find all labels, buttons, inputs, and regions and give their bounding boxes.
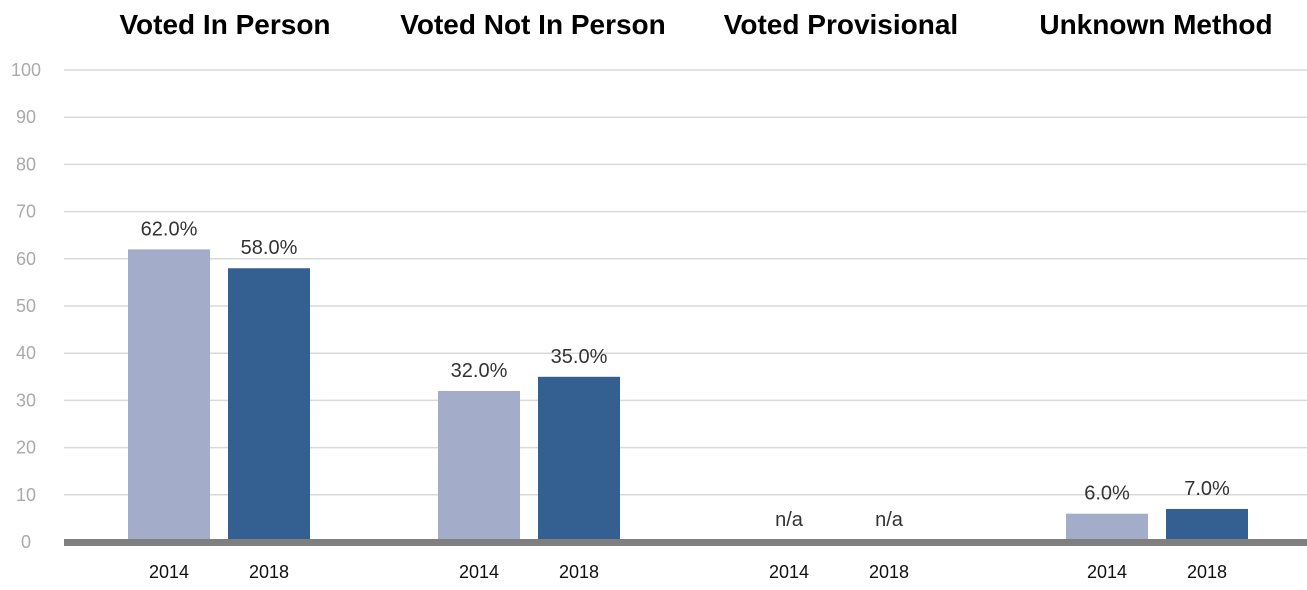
x-label-2-2018: 2018: [869, 562, 909, 582]
group-title-1: Voted Not In Person: [400, 9, 666, 40]
y-tick-label-60: 60: [16, 249, 36, 269]
y-tick-label-80: 80: [16, 154, 36, 174]
x-label-0-2014: 2014: [149, 562, 189, 582]
y-tick-label-0: 0: [21, 532, 31, 552]
x-label-3-2014: 2014: [1087, 562, 1127, 582]
data-label-2-2018: n/a: [875, 509, 904, 531]
baseline: [64, 539, 1307, 546]
group-title-2: Voted Provisional: [724, 9, 958, 40]
data-label-3-2014: 6.0%: [1084, 483, 1130, 505]
data-label-0-2018: 58.0%: [241, 237, 298, 259]
bar-0-2014: [128, 249, 210, 543]
x-label-1-2014: 2014: [459, 562, 499, 582]
bars: [128, 249, 1248, 543]
y-tick-label-10: 10: [16, 485, 36, 505]
labels: 0 10 20 30 40 50 60 70 80 90 100 Voted In Person 62.…: [11, 9, 1273, 582]
data-label-1-2018: 35.0%: [551, 346, 608, 368]
data-label-3-2018: 7.0%: [1184, 478, 1230, 500]
data-label-2-2014: n/a: [775, 509, 804, 531]
data-label-0-2014: 62.0%: [141, 218, 198, 240]
x-label-1-2018: 2018: [559, 562, 599, 582]
bar-1-2018: [538, 376, 620, 542]
x-label-3-2018: 2018: [1187, 562, 1227, 582]
x-label-2-2014: 2014: [769, 562, 809, 582]
y-tick-label-20: 20: [16, 438, 36, 458]
bar-3-2014: [1066, 513, 1148, 542]
y-tick-label-90: 90: [16, 107, 36, 127]
bar-1-2014: [438, 390, 520, 542]
group-title-0: Voted In Person: [119, 9, 330, 40]
group-title-3: Unknown Method: [1039, 9, 1272, 40]
bar-0-2018: [228, 268, 310, 542]
data-label-1-2014: 32.0%: [451, 360, 508, 382]
bar-3-2018: [1166, 508, 1248, 542]
y-tick-label-30: 30: [16, 390, 36, 410]
y-tick-label-70: 70: [16, 202, 36, 222]
x-label-0-2018: 2018: [249, 562, 289, 582]
x-axis-baseline: [64, 539, 1307, 546]
y-tick-label-50: 50: [16, 296, 36, 316]
y-tick-label-40: 40: [16, 343, 36, 363]
y-tick-label-100: 100: [11, 60, 41, 80]
